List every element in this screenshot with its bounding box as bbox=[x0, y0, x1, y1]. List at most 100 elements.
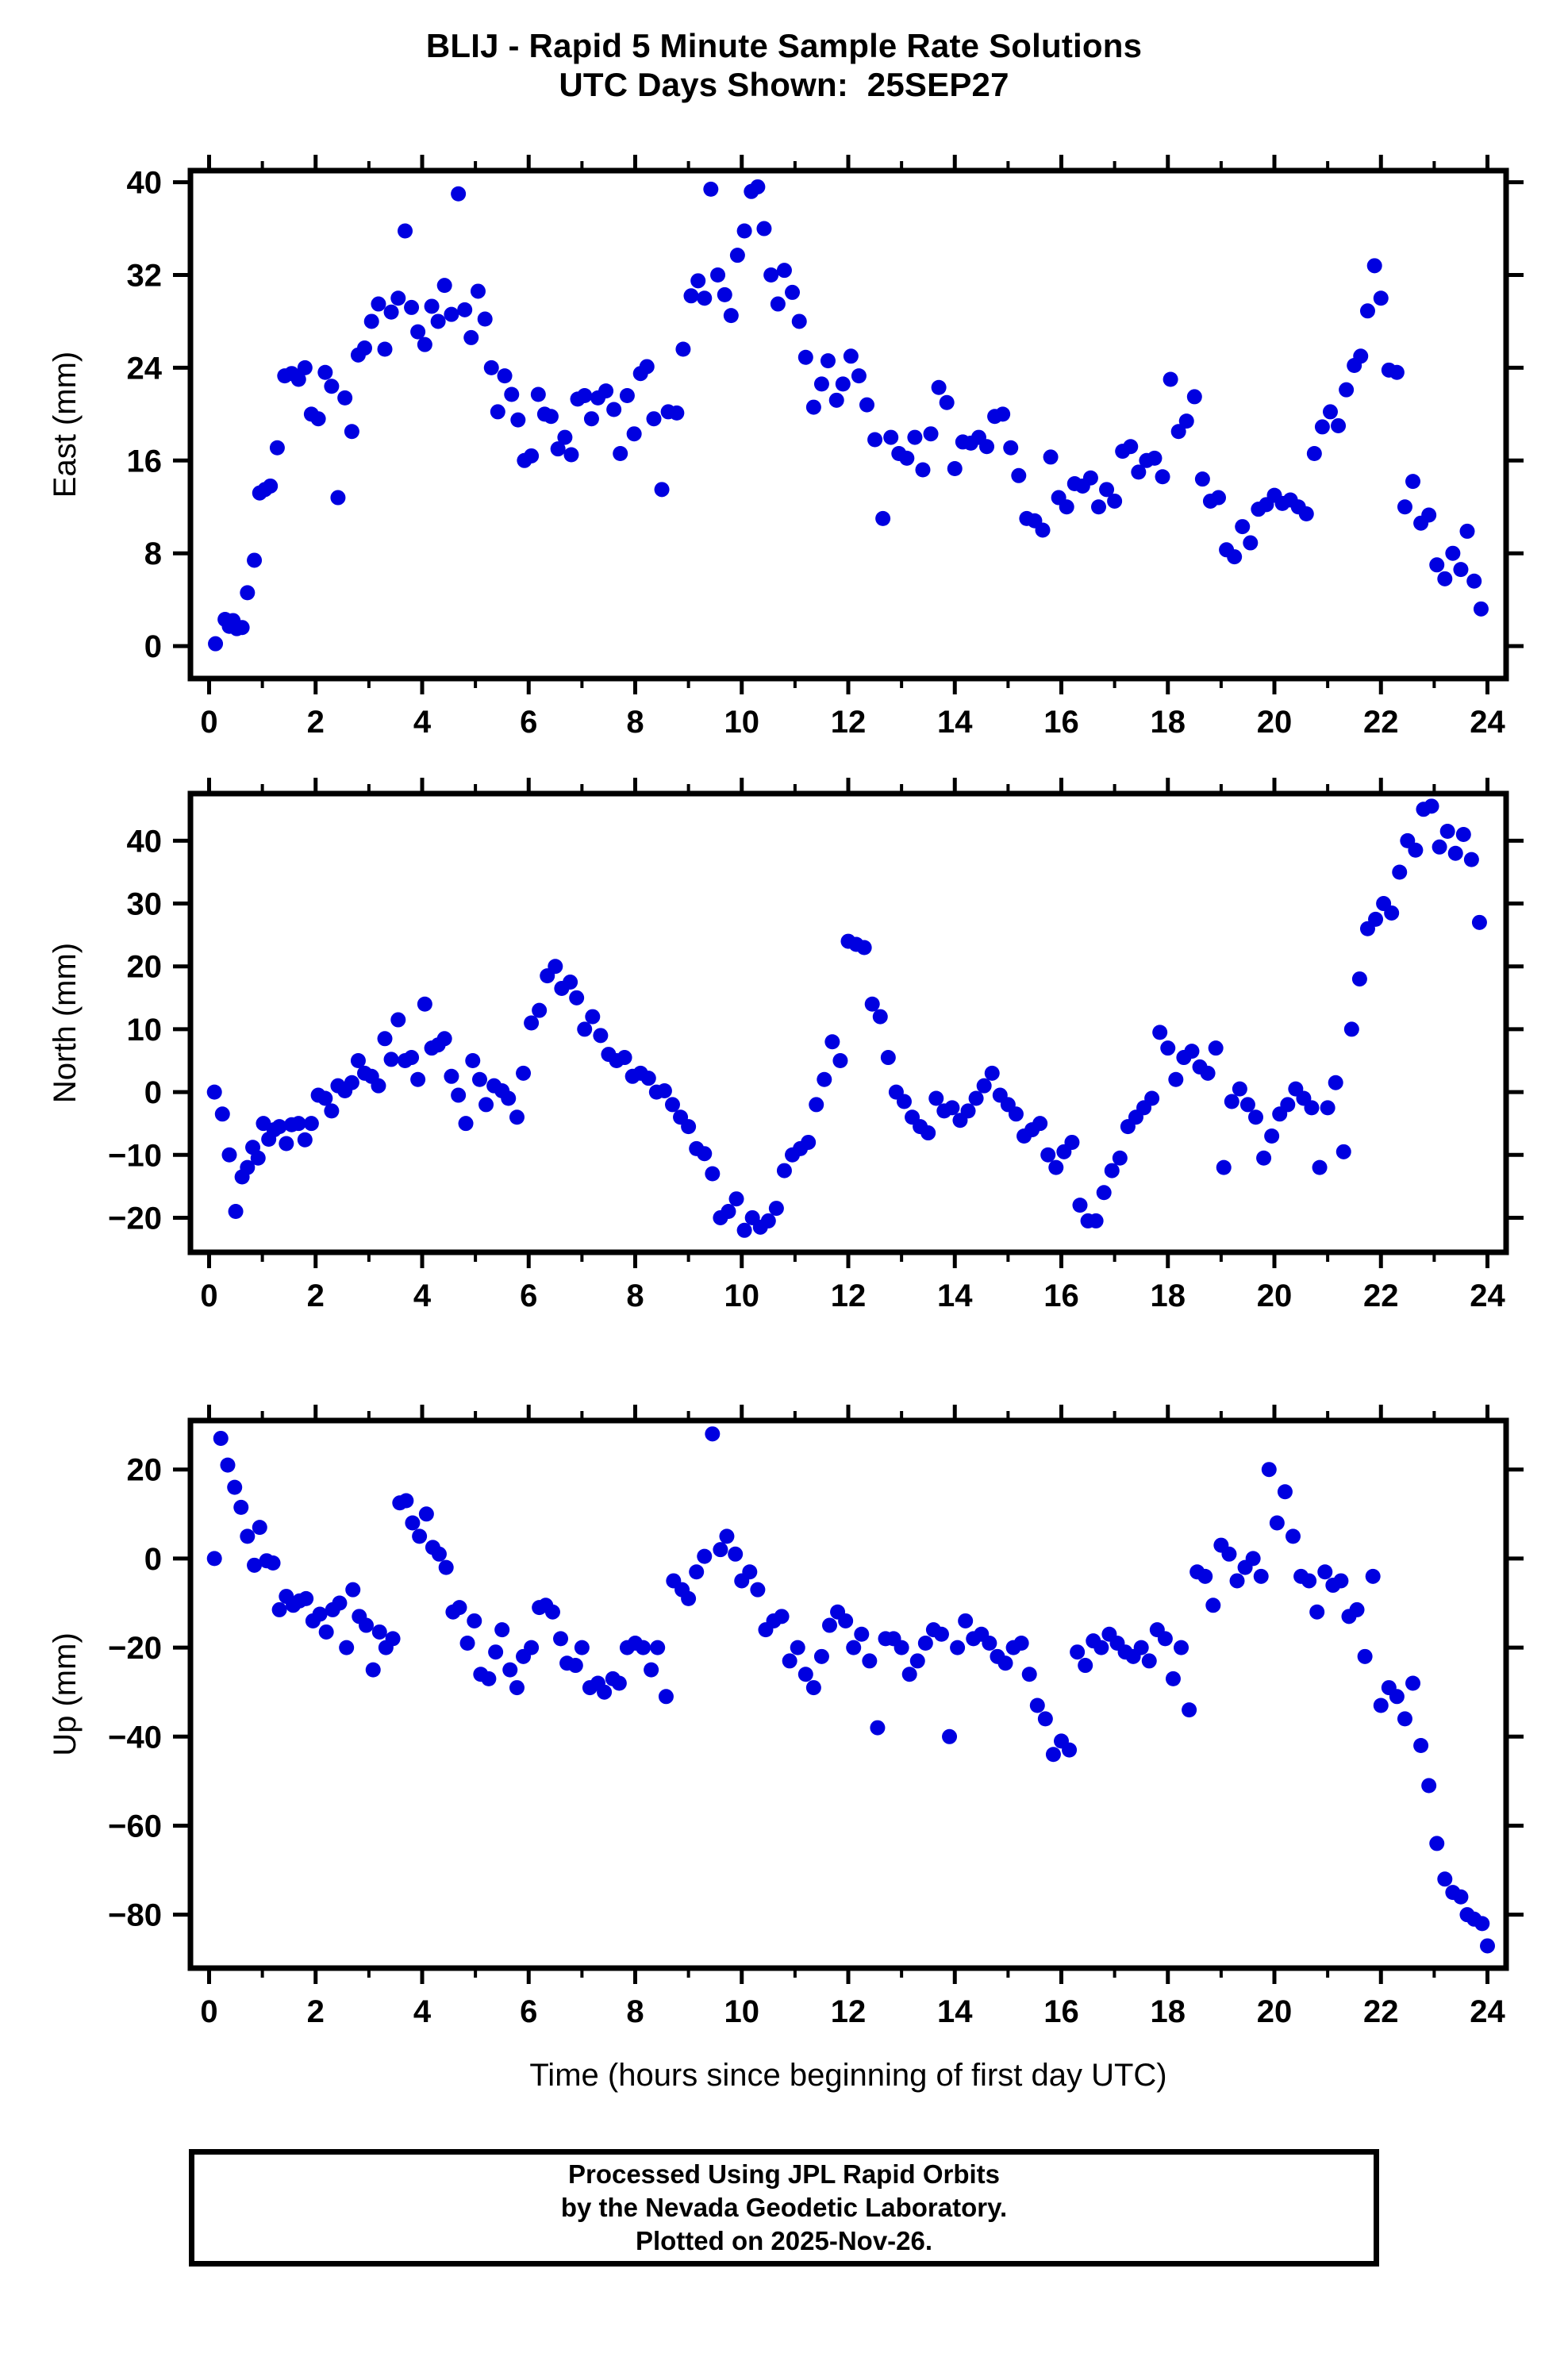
data-point bbox=[377, 1031, 393, 1047]
data-point bbox=[950, 1640, 966, 1655]
data-point bbox=[585, 1009, 601, 1025]
data-point bbox=[1184, 1044, 1200, 1059]
data-point bbox=[1359, 303, 1375, 319]
data-point bbox=[705, 1166, 721, 1182]
y-tick-label: 16 bbox=[127, 444, 163, 479]
data-point bbox=[390, 1012, 406, 1028]
data-point bbox=[1062, 1742, 1078, 1758]
data-point bbox=[1059, 499, 1074, 515]
data-point bbox=[1011, 467, 1027, 483]
data-point bbox=[550, 441, 566, 457]
data-point bbox=[606, 402, 622, 417]
data-point bbox=[1186, 389, 1202, 405]
data-point bbox=[1013, 1635, 1029, 1651]
data-point bbox=[1232, 1081, 1247, 1097]
data-point bbox=[1147, 450, 1163, 466]
data-point bbox=[290, 371, 306, 387]
data-point bbox=[697, 1548, 713, 1564]
data-point bbox=[1439, 824, 1455, 840]
x-tick-label: 24 bbox=[1470, 705, 1505, 740]
data-point bbox=[944, 1100, 960, 1116]
data-point bbox=[398, 223, 413, 239]
data-point bbox=[1256, 1150, 1272, 1166]
data-point bbox=[880, 1050, 896, 1066]
x-tick-label: 20 bbox=[1257, 705, 1293, 740]
data-point bbox=[297, 359, 313, 375]
data-point bbox=[1144, 1090, 1160, 1106]
data-point bbox=[404, 299, 420, 315]
data-point bbox=[567, 1658, 583, 1674]
data-point bbox=[1264, 1128, 1280, 1144]
data-point bbox=[828, 392, 844, 408]
data-point bbox=[297, 1132, 313, 1148]
data-point bbox=[1152, 1025, 1168, 1040]
data-point bbox=[577, 387, 593, 403]
data-point bbox=[1463, 852, 1479, 867]
data-point bbox=[1473, 601, 1489, 617]
data-series-up bbox=[206, 1426, 1496, 1954]
data-point bbox=[1445, 545, 1461, 561]
data-point bbox=[470, 283, 486, 299]
data-point bbox=[1248, 1109, 1264, 1125]
data-point bbox=[524, 1640, 540, 1655]
plot-frame bbox=[187, 167, 1509, 682]
caption-line-1: Processed Using JPL Rapid Orbits bbox=[567, 2159, 1001, 2189]
data-point bbox=[436, 1031, 452, 1047]
data-point bbox=[1455, 826, 1471, 842]
data-point bbox=[820, 353, 836, 369]
data-point bbox=[650, 1640, 666, 1655]
data-point bbox=[1221, 1546, 1237, 1562]
x-tick-label: 8 bbox=[626, 1994, 644, 2029]
data-point bbox=[410, 324, 426, 340]
data-point bbox=[1351, 971, 1367, 987]
data-point bbox=[854, 1626, 870, 1642]
y-tick-label: −40 bbox=[108, 1720, 162, 1755]
data-point bbox=[233, 1499, 249, 1515]
y-tick-label: 0 bbox=[144, 1542, 162, 1577]
data-point bbox=[619, 387, 635, 403]
title-line-1: BLIJ - Rapid 5 Minute Sample Rate Soluti… bbox=[425, 27, 1143, 64]
data-point bbox=[654, 482, 670, 498]
data-point bbox=[664, 1097, 680, 1113]
data-point bbox=[907, 429, 923, 445]
data-point bbox=[862, 1653, 878, 1669]
data-point bbox=[430, 313, 446, 329]
data-point bbox=[611, 1675, 627, 1691]
data-point bbox=[509, 1680, 525, 1696]
data-point bbox=[290, 1116, 306, 1132]
data-point bbox=[1093, 1640, 1109, 1655]
data-point bbox=[383, 304, 399, 320]
data-point bbox=[856, 940, 872, 955]
data-point bbox=[263, 478, 279, 494]
data-point bbox=[824, 1034, 840, 1050]
data-point bbox=[760, 1213, 776, 1228]
data-point bbox=[452, 1600, 467, 1616]
data-point bbox=[247, 552, 263, 568]
data-point bbox=[1389, 1689, 1405, 1705]
data-point bbox=[424, 298, 440, 314]
data-point bbox=[763, 267, 779, 283]
x-tick-label: 18 bbox=[1151, 705, 1186, 740]
data-point bbox=[1366, 258, 1382, 274]
data-point bbox=[931, 379, 947, 395]
data-point bbox=[1208, 1040, 1224, 1056]
y-tick-label: 30 bbox=[127, 887, 163, 922]
data-point bbox=[1437, 1871, 1453, 1887]
data-point bbox=[1261, 1462, 1277, 1478]
data-point bbox=[350, 1053, 366, 1069]
x-tick-label: 16 bbox=[1043, 705, 1079, 740]
data-point bbox=[867, 432, 883, 448]
data-point bbox=[997, 1655, 1013, 1671]
data-point bbox=[1421, 1778, 1437, 1794]
data-point bbox=[1003, 440, 1019, 456]
data-point bbox=[1322, 404, 1338, 420]
y-axis-title: East (mm) bbox=[48, 352, 83, 498]
x-tick-label: 4 bbox=[413, 1278, 432, 1313]
data-point bbox=[984, 1065, 1000, 1081]
data-point bbox=[417, 996, 432, 1012]
data-point bbox=[1339, 382, 1355, 398]
data-point bbox=[636, 1640, 651, 1655]
data-point bbox=[1314, 419, 1330, 435]
data-point bbox=[247, 1557, 263, 1573]
